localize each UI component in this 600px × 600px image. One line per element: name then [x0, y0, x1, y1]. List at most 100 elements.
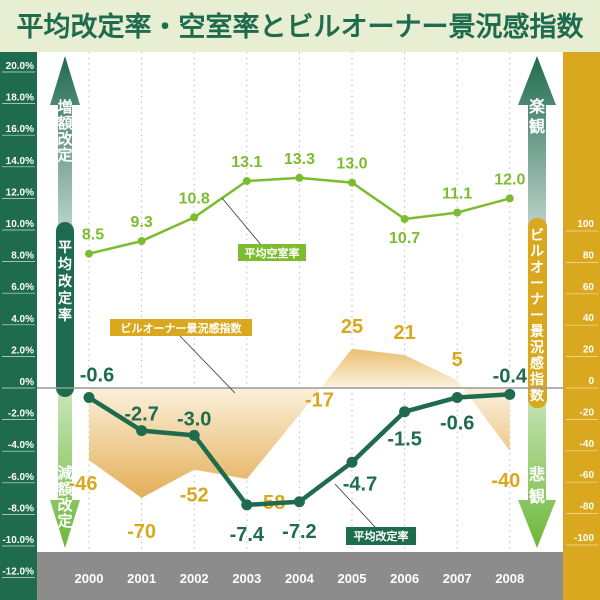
x-tick-label: 2007	[443, 571, 472, 586]
rent-point	[293, 496, 305, 508]
boi-data-label: 25	[341, 316, 363, 338]
right-arrow: 楽観 ビルオーナー景況感指数 悲観	[518, 56, 556, 548]
x-axis-ticks: 2000 2001 2002 2003 2004 2005 2006 2007 2008	[75, 571, 525, 586]
left-tick-label: -2.0%	[8, 409, 34, 420]
x-tick-label: 2002	[180, 571, 209, 586]
boi-callout: ビルオーナー景況感指数	[110, 319, 252, 394]
x-tick-label: 2000	[75, 571, 104, 586]
x-tick-label: 2008	[495, 571, 524, 586]
vacancy-data-label: 13.3	[284, 151, 315, 168]
vacancy-point	[242, 177, 251, 186]
x-tick-label: 2005	[338, 571, 367, 586]
x-tick-label: 2004	[285, 571, 315, 586]
right-tick-label: 80	[583, 250, 595, 261]
right-pill	[528, 218, 547, 408]
right-tick-label: -80	[580, 502, 595, 513]
rent-point	[346, 456, 358, 468]
boi-data-label: 5	[452, 349, 463, 371]
vacancy-data-label: 13.1	[231, 154, 262, 171]
vacancy-data-label: 10.8	[179, 190, 210, 207]
gridlines	[88, 52, 511, 552]
rent-data-label: -3.0	[177, 408, 211, 430]
vacancy-point	[453, 208, 462, 217]
vacancy-series-label: 平均空室率	[245, 246, 300, 260]
rent-point	[188, 429, 200, 441]
boi-data-label: -40	[491, 470, 520, 492]
right-arrow-top-label: 楽観	[528, 97, 546, 136]
left-tick-label: 8.0%	[11, 251, 34, 262]
rent-callout: 平均改定率	[334, 483, 416, 545]
left-tick-label: -8.0%	[8, 503, 34, 514]
right-tick-label: -60	[580, 470, 595, 481]
x-axis-bar	[37, 552, 563, 600]
left-tick-label: 20.0%	[6, 61, 34, 72]
left-arrow-bottom-label: 減額改定	[56, 465, 73, 530]
chart-title: 平均改定率・空室率とビルオーナー景況感指数	[17, 11, 585, 42]
rent-series: -0.6 -2.7 -3.0 -7.4 -7.2 -4.7 -1.5 -0.6 -0.4	[80, 364, 528, 545]
vacancy-point	[505, 194, 514, 203]
rent-data-label: -1.5	[387, 429, 421, 451]
right-tick-label: 0	[588, 376, 594, 387]
vacancy-label-box	[238, 244, 306, 261]
left-tick-label: 18.0%	[6, 93, 34, 104]
vacancy-point	[295, 173, 304, 182]
rent-point	[451, 391, 463, 403]
vacancy-leader-line	[221, 197, 263, 247]
vacancy-data-label: 11.1	[442, 186, 472, 203]
right-tick-label: -100	[574, 533, 594, 544]
x-tick-label: 2003	[232, 571, 261, 586]
rent-point	[504, 388, 516, 400]
x-tick-label: 2006	[390, 571, 419, 586]
right-tick-label: -40	[580, 439, 595, 450]
right-tick-label: 40	[583, 313, 595, 324]
rent-point	[399, 406, 411, 418]
vacancy-data-label: 9.3	[130, 214, 152, 231]
rent-data-label: -4.7	[343, 473, 377, 495]
right-tick-label: 100	[577, 219, 594, 230]
vacancy-data-label: 10.7	[389, 230, 420, 247]
rent-point	[136, 425, 148, 437]
title-background	[0, 0, 600, 52]
left-tick-label: 2.0%	[11, 345, 34, 356]
left-tick-label: -10.0%	[2, 535, 34, 546]
left-tick-label: -12.0%	[2, 567, 34, 578]
rent-point	[83, 391, 95, 403]
boi-series-label: ビルオーナー景況感指数	[121, 321, 243, 335]
left-arrow-top-label: 増額改定	[56, 98, 73, 164]
left-tick-label: -4.0%	[8, 440, 34, 451]
vacancy-point	[137, 237, 146, 246]
left-axis-panel	[0, 52, 37, 600]
right-axis-ticks: 100 80 60 40 20 0 -20 -40 -60 -80 -100	[566, 219, 598, 546]
vacancy-data-label: 13.0	[336, 156, 367, 173]
boi-data-label: -70	[127, 521, 156, 543]
boi-data-label: -46	[69, 473, 98, 495]
rent-series-label: 平均改定率	[354, 529, 409, 543]
rent-data-label: -7.2	[282, 521, 316, 543]
boi-data-label: -52	[180, 485, 209, 507]
right-arrow-middle-label: ビルオーナー景況感指数	[530, 227, 545, 403]
left-tick-label: 6.0%	[11, 282, 34, 293]
left-tick-label: 16.0%	[6, 124, 34, 135]
rent-point	[241, 499, 253, 511]
left-arrow: 増額改定 平均改定率 減額改定	[50, 56, 80, 548]
boi-data-label: -17	[305, 390, 334, 412]
rent-data-label: -2.7	[124, 404, 158, 426]
left-tick-label: 12.0%	[6, 187, 34, 198]
left-tick-label: 4.0%	[11, 314, 34, 325]
right-tick-label: 60	[583, 282, 595, 293]
rent-data-label: -0.6	[440, 412, 474, 434]
left-axis-ticks: 20.0% 18.0% 16.0% 14.0% 12.0% 10.0% 8.0% 6.0% 4.…	[2, 61, 35, 578]
left-tick-label: 10.0%	[6, 219, 34, 230]
rent-data-label: -0.4	[493, 365, 528, 387]
right-axis-panel	[563, 52, 600, 600]
right-arrow-bottom-label: 悲観	[529, 465, 545, 506]
left-tick-label: 0%	[20, 377, 35, 388]
vacancy-data-label: 8.5	[82, 227, 104, 244]
left-tick-label: -6.0%	[8, 472, 34, 483]
x-tick-label: 2001	[127, 571, 156, 586]
vacancy-point	[400, 214, 409, 223]
vacancy-point	[348, 178, 356, 187]
vacancy-callout: 平均空室率	[221, 197, 306, 261]
